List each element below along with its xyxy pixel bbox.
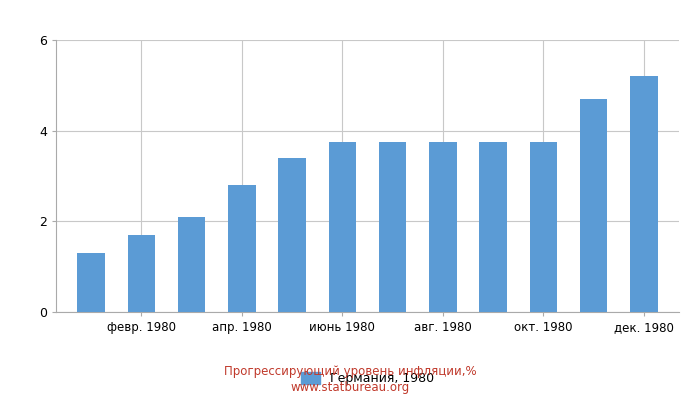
Bar <box>78 253 105 312</box>
Bar <box>279 158 306 312</box>
Bar <box>228 185 256 312</box>
Bar <box>379 142 407 312</box>
Bar <box>480 142 507 312</box>
Bar <box>178 217 206 312</box>
Text: Прогрессирующий уровень инфляции,%: Прогрессирующий уровень инфляции,% <box>224 365 476 378</box>
Bar <box>529 142 557 312</box>
Bar <box>580 99 608 312</box>
Bar <box>328 142 356 312</box>
Text: www.statbureau.org: www.statbureau.org <box>290 381 410 394</box>
Bar <box>630 76 657 312</box>
Bar <box>429 142 456 312</box>
Bar <box>127 235 155 312</box>
Legend: Германия, 1980: Германия, 1980 <box>296 367 439 390</box>
